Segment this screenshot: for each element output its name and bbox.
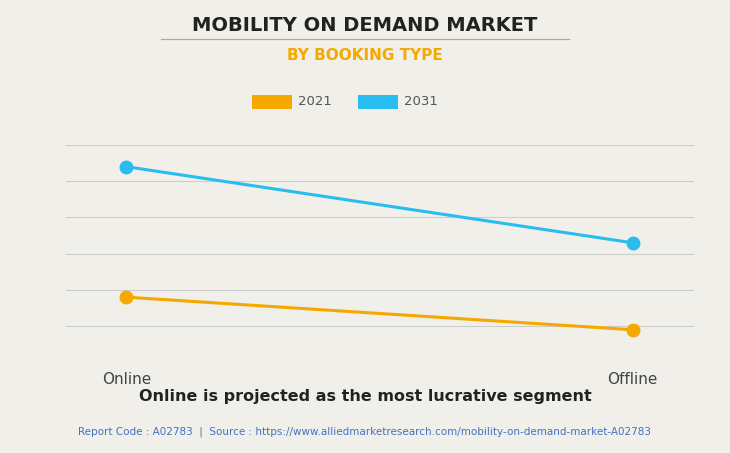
Text: Online is projected as the most lucrative segment: Online is projected as the most lucrativ…	[139, 389, 591, 404]
Text: 2031: 2031	[404, 96, 437, 108]
Text: 2021: 2021	[298, 96, 331, 108]
Text: MOBILITY ON DEMAND MARKET: MOBILITY ON DEMAND MARKET	[192, 16, 538, 35]
Text: Report Code : A02783  |  Source : https://www.alliedmarketresearch.com/mobility-: Report Code : A02783 | Source : https://…	[79, 426, 651, 437]
Text: BY BOOKING TYPE: BY BOOKING TYPE	[287, 48, 443, 63]
